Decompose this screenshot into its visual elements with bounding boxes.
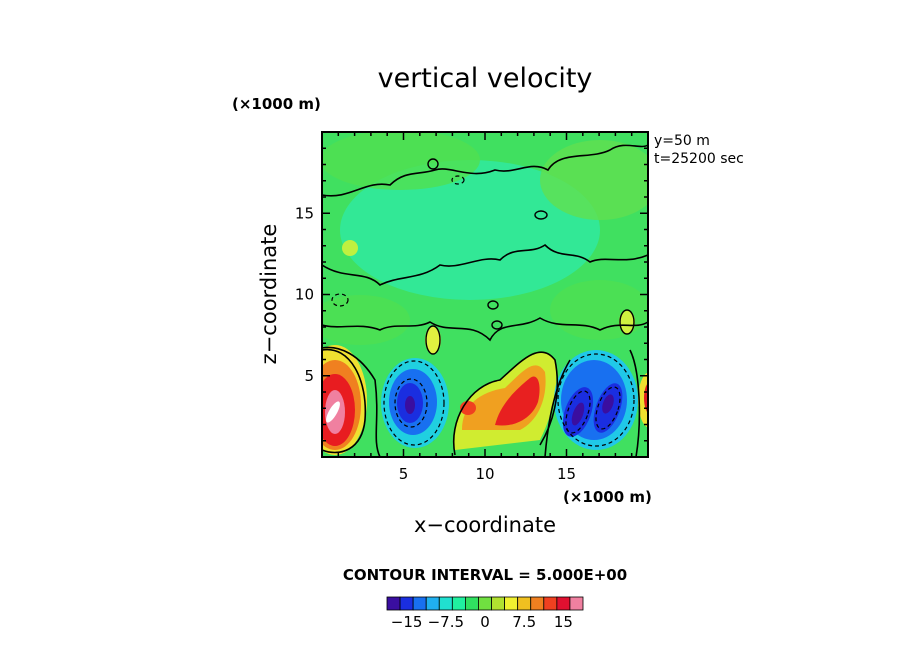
loop-c bbox=[487, 300, 499, 310]
neg-contour-b-left bbox=[565, 390, 591, 434]
contour-interval-label: CONTOUR INTERVAL = 5.000E+00 bbox=[343, 566, 627, 584]
colorbar-swatch bbox=[504, 596, 519, 611]
y-ticks: 5 10 15 bbox=[295, 147, 648, 442]
y-axis-unit: (×1000 m) bbox=[232, 95, 321, 113]
contour-zero-low bbox=[322, 346, 381, 457]
negative-contours bbox=[331, 175, 635, 447]
region-mid-yellow-a bbox=[425, 326, 441, 354]
colorbar-swatch bbox=[464, 596, 479, 611]
x-axis-title: x−coordinate bbox=[414, 513, 556, 537]
contour-left-updraft bbox=[322, 348, 367, 454]
region-upper-cyan bbox=[340, 160, 600, 300]
loop-a bbox=[427, 158, 439, 170]
colorbar-swatch bbox=[425, 596, 440, 611]
downdraft-b-core-left bbox=[571, 402, 585, 426]
neg-contour-b-right bbox=[595, 386, 621, 430]
colorbar-swatch bbox=[412, 596, 427, 611]
colorbar-swatch bbox=[399, 596, 414, 611]
region-mid-yellow-c bbox=[342, 240, 358, 256]
contour-right-upper bbox=[629, 349, 641, 457]
colorbar-swatch bbox=[478, 596, 492, 611]
neg-contour-a-inner bbox=[394, 378, 428, 428]
y-axis-title: z−coordinate bbox=[257, 224, 281, 365]
x-tick-label: 10 bbox=[475, 465, 494, 483]
colorbar-swatch bbox=[556, 596, 571, 611]
contour-central-updraft bbox=[452, 351, 559, 456]
loop-d bbox=[491, 320, 503, 330]
x-tick-label: 15 bbox=[557, 465, 576, 483]
loop-b bbox=[534, 210, 548, 220]
region-top-right-green bbox=[540, 140, 648, 220]
y-tick-label: 10 bbox=[295, 286, 314, 304]
colorbar-swatch bbox=[543, 596, 558, 611]
central-updraft-red bbox=[495, 376, 540, 426]
x-axis-unit: (×1000 m) bbox=[563, 488, 652, 506]
x-tick-label: 5 bbox=[399, 465, 409, 483]
region-mid-left-green bbox=[322, 295, 410, 345]
region-mid-yellow-b bbox=[619, 310, 635, 334]
contour-zero-middle bbox=[322, 317, 648, 342]
contours bbox=[322, 144, 648, 457]
colorbar-swatch bbox=[569, 596, 584, 611]
contour-right-lower bbox=[544, 359, 571, 457]
loop-f bbox=[619, 309, 635, 335]
colorbar-swatch bbox=[386, 596, 401, 611]
neg-contour-b-outer bbox=[557, 353, 635, 447]
left-updraft-white bbox=[326, 401, 340, 423]
heatmap-field bbox=[322, 132, 648, 457]
colorbar-swatch bbox=[530, 596, 545, 611]
colorbar-swatch bbox=[491, 596, 505, 611]
right-updraft-yellow bbox=[638, 372, 648, 428]
contour-zero-upper bbox=[322, 243, 648, 286]
small-contour-loops bbox=[425, 158, 635, 355]
colorbar-swatch bbox=[438, 596, 453, 611]
colorbar-swatch bbox=[517, 596, 532, 611]
loop-e bbox=[425, 325, 441, 355]
colorbar-labels: −15 −7.5 0 7.5 15 bbox=[391, 613, 573, 631]
downdraft-b-core-right bbox=[602, 394, 614, 414]
colorbar-swatch bbox=[451, 596, 466, 611]
colorbar-tick-label: 0 bbox=[480, 613, 490, 631]
colorbar-tick-label: 7.5 bbox=[512, 613, 536, 631]
x-ticks: 5 10 15 bbox=[337, 132, 633, 483]
colorbar bbox=[386, 596, 584, 611]
neg-contour-a-outer bbox=[383, 360, 445, 446]
annotation-y: y=50 m bbox=[654, 133, 710, 149]
colorbar-tick-label: −7.5 bbox=[428, 613, 464, 631]
chart-title: vertical velocity bbox=[378, 63, 593, 94]
region-top-green bbox=[322, 132, 480, 190]
y-tick-label: 15 bbox=[295, 204, 314, 222]
region-mid-right-green bbox=[550, 280, 648, 340]
y-tick-label: 5 bbox=[304, 367, 314, 385]
contour-zero-top bbox=[322, 144, 648, 197]
colorbar-tick-label: 15 bbox=[554, 613, 573, 631]
downdraft-a-core bbox=[405, 396, 415, 414]
right-updraft-red bbox=[644, 382, 648, 414]
annotation-t: t=25200 sec bbox=[654, 151, 744, 167]
neg-contour-upper-a bbox=[451, 175, 465, 185]
neg-contour-upper-b bbox=[331, 293, 349, 307]
colorbar-tick-label: −15 bbox=[391, 613, 423, 631]
